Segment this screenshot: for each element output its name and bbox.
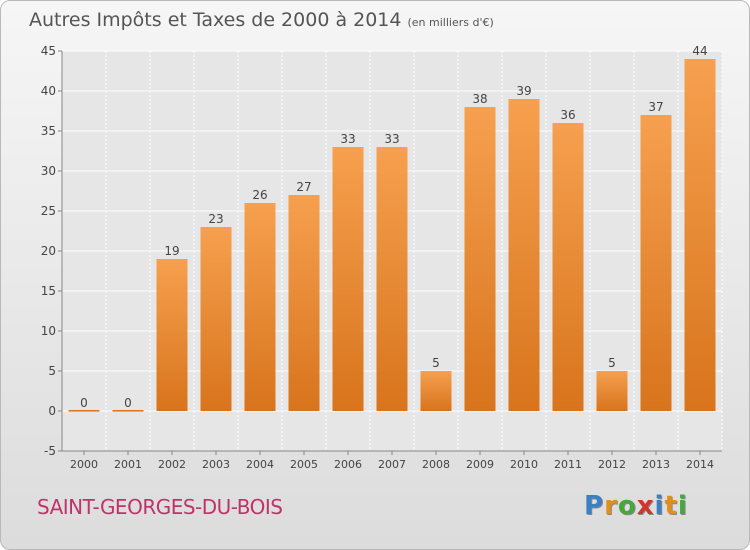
- commune-name: SAINT-GEORGES-DU-BOIS: [37, 495, 283, 519]
- bar: [420, 371, 452, 411]
- x-tick-label: 2000: [70, 458, 98, 471]
- x-tick-label: 2010: [510, 458, 538, 471]
- y-tick-label: 0: [48, 404, 56, 418]
- chart-title: Autres Impôts et Taxes de 2000 à 2014 (en…: [29, 9, 494, 31]
- x-tick-label: 2005: [290, 458, 318, 471]
- y-tick-label: 45: [41, 44, 56, 58]
- bar: [200, 227, 232, 411]
- data-label: 0: [80, 396, 88, 410]
- title-text: Autres Impôts et Taxes de 2000 à 2014: [29, 9, 402, 31]
- bar: [640, 115, 672, 411]
- data-label: 37: [648, 100, 663, 114]
- x-tick-label: 2006: [334, 458, 362, 471]
- bar: [508, 99, 540, 411]
- y-tick-label: -5: [44, 444, 56, 458]
- bar: [332, 147, 364, 411]
- bar: [376, 147, 408, 411]
- data-label: 36: [560, 108, 575, 122]
- data-label: 38: [472, 92, 487, 106]
- logo-letter: r: [604, 491, 618, 521]
- x-tick-label: 2001: [114, 458, 142, 471]
- data-label: 44: [692, 44, 707, 58]
- data-label: 0: [124, 396, 132, 410]
- logo-letter: P: [584, 491, 605, 521]
- data-label: 23: [208, 212, 223, 226]
- bar: [596, 371, 628, 411]
- y-tick-label: 20: [41, 244, 56, 258]
- y-tick-label: 15: [41, 284, 56, 298]
- x-tick-label: 2009: [466, 458, 494, 471]
- logo-letter: i: [677, 491, 688, 521]
- x-tick-label: 2003: [202, 458, 230, 471]
- bar: [68, 410, 100, 412]
- x-tick-label: 2007: [378, 458, 406, 471]
- y-tick-label: 35: [41, 124, 56, 138]
- y-tick-label: 40: [41, 84, 56, 98]
- bar: [156, 259, 188, 411]
- x-tick-label: 2011: [554, 458, 582, 471]
- x-tick-label: 2013: [642, 458, 670, 471]
- bar: [464, 107, 496, 411]
- x-tick-label: 2012: [598, 458, 626, 471]
- data-label: 39: [516, 84, 531, 98]
- data-label: 19: [164, 244, 179, 258]
- data-label: 33: [384, 132, 399, 146]
- y-tick-label: 10: [41, 324, 56, 338]
- bar: [244, 203, 276, 411]
- logo-letter: i: [654, 491, 665, 521]
- y-tick-label: 25: [41, 204, 56, 218]
- x-tick-label: 2008: [422, 458, 450, 471]
- bar: [684, 59, 716, 411]
- data-label: 5: [608, 356, 616, 370]
- data-label: 5: [432, 356, 440, 370]
- x-tick-label: 2004: [246, 458, 274, 471]
- logo-letter: t: [664, 491, 678, 521]
- bar: [112, 410, 144, 412]
- data-label: 33: [340, 132, 355, 146]
- x-tick-label: 2002: [158, 458, 186, 471]
- proxiti-logo: Proxiti: [584, 491, 688, 521]
- bar: [552, 123, 584, 411]
- chart-subtitle: (en milliers d'€): [407, 16, 494, 29]
- logo-letter: x: [636, 491, 655, 521]
- bar: [288, 195, 320, 411]
- logo-letter: o: [617, 491, 637, 521]
- y-tick-label: 5: [48, 364, 56, 378]
- data-label: 27: [296, 180, 311, 194]
- x-tick-label: 2014: [686, 458, 714, 471]
- y-tick-label: 30: [41, 164, 56, 178]
- data-label: 26: [252, 188, 267, 202]
